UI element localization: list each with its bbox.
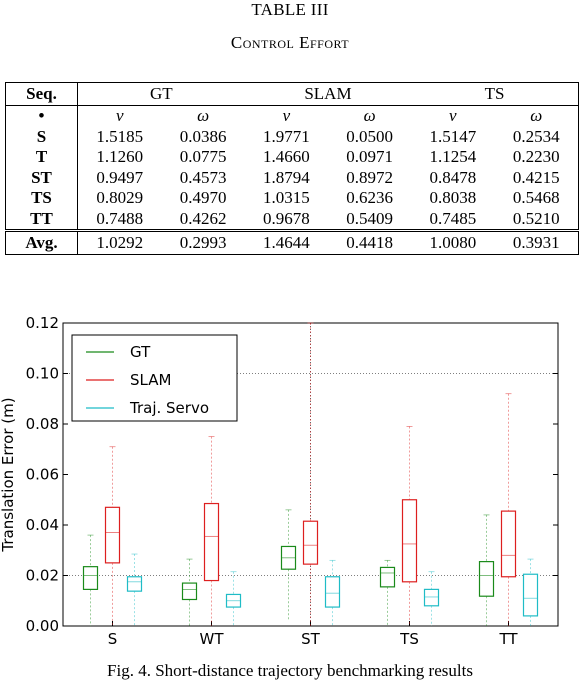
box [401, 499, 418, 583]
x-tick-label: ST [301, 630, 321, 648]
table-cell: 0.4215 [494, 167, 580, 188]
figure-caption: Fig. 4. Short-distance trajectory benchm… [107, 661, 473, 680]
subheader-v: v [449, 106, 457, 126]
table-cell: 0.0500 [346, 126, 393, 146]
table-cell: 0.4418 [327, 229, 412, 255]
y-tick-label: 0.08 [26, 415, 59, 433]
table-cell: 0.7488 [96, 208, 144, 228]
table-row: S 1.5185 0.0386 1.9771 0.0500 1.5147 0.2… [5, 126, 580, 147]
x-tick-label: TT [498, 630, 518, 648]
table-cell: 0.2230 [494, 147, 580, 168]
table-cell: 0.5468 [494, 188, 580, 209]
subheader-omega: ω [494, 105, 580, 127]
table-cell: 0.0386 [179, 126, 227, 146]
table-cell: 1.0315 [262, 188, 310, 208]
box [181, 582, 198, 601]
table-cell: 1.9771 [262, 126, 310, 146]
x-tick-label: TS [399, 630, 419, 648]
table-title: Control Effort [230, 33, 350, 52]
table-cell: 0.5210 [494, 208, 580, 231]
table-number: TABLE III [251, 0, 329, 19]
table-cell: 0.7485 [429, 208, 477, 228]
table-cell: 1.8794 [262, 167, 310, 187]
subheader-bullet: • [5, 105, 78, 127]
row-label: T [5, 147, 78, 168]
subheader-v: v [115, 106, 124, 126]
row-label: TS [5, 188, 78, 209]
control-effort-table: Seq. GT SLAM TS • v ω v ω v ω S 1.5185 0… [5, 82, 580, 255]
table-cell: 0.0775 [179, 147, 227, 167]
table-cell: 0.2534 [494, 126, 580, 147]
table-header-row: Seq. GT SLAM TS [5, 82, 580, 106]
header-gt: GT [77, 82, 245, 106]
legend-label: SLAM [130, 371, 171, 389]
table-cell: 0.5409 [346, 208, 393, 228]
y-axis-label: Translation Error (m) [0, 397, 17, 552]
table-cell: 0.4970 [179, 188, 227, 208]
table-cell: 1.4660 [262, 147, 310, 167]
subheader-v: v [282, 106, 291, 126]
table-row: T 1.1260 0.0775 1.4660 0.0971 1.1254 0.2… [5, 147, 580, 168]
legend-label: Traj. Servo [129, 399, 209, 417]
y-tick-label: 0.12 [26, 314, 59, 332]
table-cell: 0.4262 [179, 208, 227, 228]
table-cell: 0.9497 [96, 167, 144, 187]
table-row: TS 0.8029 0.4970 1.0315 0.6236 0.8038 0.… [5, 188, 580, 209]
box [379, 566, 396, 588]
box [302, 520, 319, 565]
legend-label: GT [130, 343, 151, 361]
table-cell: 0.0971 [346, 147, 393, 167]
table-cell: 1.5185 [96, 126, 144, 146]
table-cell: 1.5147 [429, 126, 477, 146]
table-cell: 1.0080 [411, 229, 495, 255]
table-cell: 0.9678 [262, 208, 310, 228]
table-cell: 0.2993 [161, 229, 245, 255]
subheader-omega: ω [363, 106, 376, 126]
y-tick-label: 0.02 [26, 567, 59, 585]
subheader-omega: ω [197, 106, 210, 126]
table-row: ST 0.9497 0.4573 1.8794 0.8972 0.8478 0.… [5, 167, 580, 188]
table-cell: 0.8972 [346, 167, 393, 187]
y-tick-label: 0.06 [26, 466, 59, 484]
table-cell: 0.6236 [346, 188, 393, 208]
table-cell: 1.1260 [96, 147, 144, 167]
row-label: ST [5, 167, 78, 188]
header-ts: TS [411, 82, 580, 106]
table-cell: 1.4644 [244, 229, 328, 255]
table-cell: 0.3931 [494, 229, 580, 255]
row-label: S [5, 126, 78, 147]
box [478, 561, 495, 597]
table-cell: 0.8038 [429, 188, 477, 208]
box [500, 510, 517, 578]
box [203, 502, 220, 582]
box [126, 576, 143, 592]
header-slam: SLAM [244, 82, 412, 106]
avg-label: Avg. [5, 229, 78, 255]
legend-box [71, 334, 238, 422]
y-tick-label: 0.04 [26, 516, 59, 534]
table-cell: 1.1254 [429, 147, 477, 167]
box [82, 566, 99, 590]
table-cell: 0.4573 [179, 167, 227, 187]
header-seq: Seq. [5, 82, 78, 106]
box [423, 588, 440, 607]
x-tick-label: S [108, 630, 118, 648]
translation-error-boxplot: 0.00 0.02 0.04 0.06 0.08 0.10 0.12 Translation … [0, 314, 559, 648]
table-subheader-row: • v ω v ω v ω [5, 105, 580, 127]
table-cell: 0.8478 [429, 167, 477, 187]
box [522, 573, 539, 617]
table-row: TT 0.7488 0.4262 0.9678 0.5409 0.7485 0.… [5, 208, 580, 231]
box [324, 576, 341, 608]
y-tick-label: 0.10 [26, 365, 59, 383]
row-label: TT [5, 208, 78, 231]
x-tick-label: WT [200, 630, 225, 648]
y-tick-label: 0.00 [26, 617, 59, 635]
table-avg-row: Avg. 1.0292 0.2993 1.4644 0.4418 1.0080 … [5, 229, 580, 255]
table-cell: 0.8029 [96, 188, 144, 208]
box [104, 506, 121, 564]
table-cell: 1.0292 [77, 229, 162, 255]
